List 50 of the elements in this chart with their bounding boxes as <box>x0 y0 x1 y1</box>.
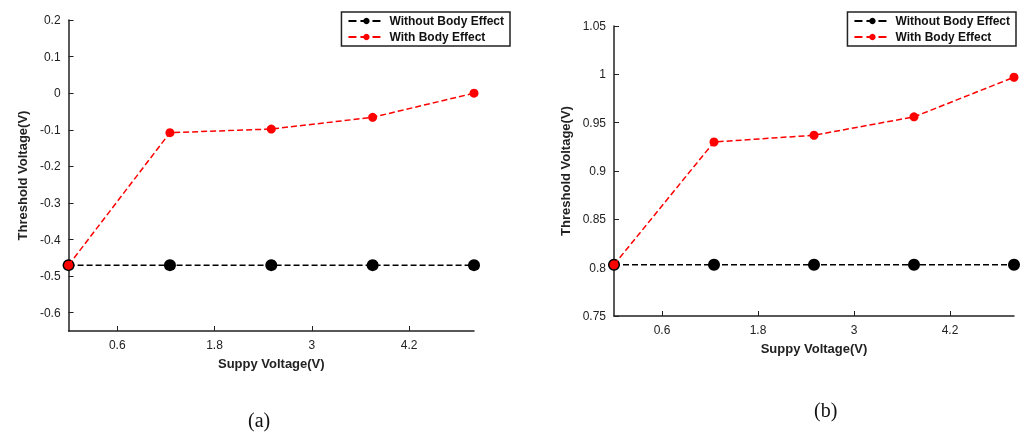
y-axis-title: Threshold Voltage(V) <box>557 106 573 236</box>
y-tick-label: -0.5 <box>39 269 61 284</box>
point <box>368 112 378 122</box>
point <box>709 137 719 147</box>
point <box>469 88 479 98</box>
legend-label: Without Body Effect <box>389 14 504 28</box>
y-tick-label: 0.75 <box>582 309 607 323</box>
y-tick-label: 0.8 <box>589 260 607 275</box>
text: (b) <box>814 399 838 422</box>
x-tick-label: 1.8 <box>749 323 767 337</box>
point <box>265 259 278 272</box>
y-tick-label: -0.6 <box>39 305 61 320</box>
x-tick-label: 3 <box>308 338 316 352</box>
point <box>366 259 379 272</box>
y-tick-label: 0.9 <box>589 164 607 178</box>
y-tick-label: -0.2 <box>39 159 61 174</box>
x-tick-label: 4.2 <box>400 338 418 352</box>
y-tick-label: 1.05 <box>582 19 607 33</box>
x-tick-label: 4.2 <box>941 323 959 337</box>
y-tick-label: 0 <box>53 86 61 101</box>
y-tick-label: 0.1 <box>43 49 61 64</box>
y-tick-label: -0.4 <box>39 232 61 247</box>
y-tick-label: 0.2 <box>43 13 61 27</box>
y-tick-label: 1 <box>599 67 607 82</box>
x-axis-title: Suppy Voltage(V) <box>217 356 325 371</box>
point <box>163 259 176 272</box>
point <box>165 128 175 138</box>
point <box>266 124 276 134</box>
point <box>708 258 720 271</box>
y-tick-label: -0.3 <box>39 195 61 210</box>
x-tick-label: 1.8 <box>206 338 224 352</box>
y-tick-label: 0.95 <box>582 115 607 130</box>
legend-label: With Body Effect <box>895 30 992 44</box>
y-tick-label: 0.85 <box>582 212 607 227</box>
x-axis-title: Suppy Voltage(V) <box>760 341 868 356</box>
legend-label: With Body Effect <box>389 30 486 44</box>
text: (a) <box>248 409 271 432</box>
legend-label: Without Body Effect <box>895 14 1010 28</box>
x-tick-label: 3 <box>850 323 858 337</box>
point <box>809 130 819 140</box>
point <box>1008 258 1020 271</box>
point <box>808 258 820 271</box>
y-axis-title: Threshold Voltage(V) <box>15 110 30 241</box>
point <box>1009 72 1019 82</box>
point <box>468 259 480 272</box>
point <box>909 112 919 122</box>
y-tick-label: -0.1 <box>39 122 61 137</box>
point <box>908 258 920 271</box>
x-tick-label: 0.6 <box>653 323 671 337</box>
x-tick-label: 0.6 <box>108 338 126 352</box>
